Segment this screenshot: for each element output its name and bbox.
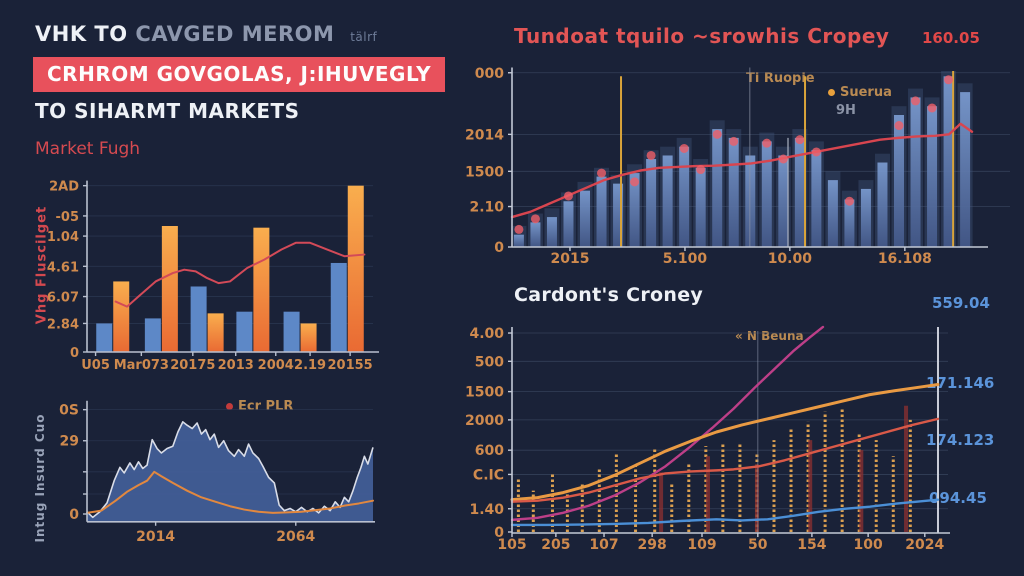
- annotation-ruopie: Ti Ruopie: [746, 71, 815, 86]
- svg-text:600: 600: [475, 443, 504, 459]
- svg-text:107: 107: [589, 537, 618, 553]
- value-label-blue: 094.45: [929, 489, 987, 507]
- svg-text:2064: 2064: [276, 529, 315, 545]
- area-trend-chart: 0S 29 0 2014 2064: [59, 400, 375, 545]
- page-title-tag: tälrf: [350, 30, 378, 44]
- svg-text:109: 109: [687, 537, 716, 553]
- svg-text:2013: 2013: [218, 358, 254, 373]
- area-chart-legend: Ecr PLR: [226, 399, 293, 414]
- svg-text:1.40: 1.40: [469, 502, 504, 518]
- svg-text:4.00: 4.00: [469, 326, 504, 342]
- svg-text:2004: 2004: [258, 358, 294, 373]
- growth-chart-value: 160.05: [922, 29, 980, 47]
- svg-text:0: 0: [70, 346, 79, 361]
- svg-text:C.IC: C.IC: [473, 467, 504, 483]
- svg-text:2000: 2000: [465, 413, 504, 429]
- svg-text:298: 298: [638, 537, 667, 553]
- svg-text:20155: 20155: [328, 358, 373, 373]
- svg-text:4.61: 4.61: [47, 260, 79, 275]
- svg-text:10.00: 10.00: [768, 251, 813, 267]
- value-label-red: 174.123: [926, 431, 995, 449]
- svg-text:Mar073: Mar073: [114, 358, 169, 373]
- svg-text:20175: 20175: [170, 358, 215, 373]
- annotation-suerua: Suerua: [828, 85, 892, 100]
- page-title-strong: VHK TO: [35, 22, 128, 46]
- svg-text:2.19: 2.19: [294, 358, 326, 373]
- legend-marker-icon: [226, 403, 233, 410]
- growth-chart-title: Tundoat tquilo ~srowhis Cropey: [514, 24, 890, 48]
- svg-text:1.04: 1.04: [47, 230, 79, 245]
- svg-text:0: 0: [494, 525, 504, 541]
- headline-subtitle: TO SIHARMT MARKETS: [35, 99, 300, 123]
- croney-chart-legend: « N Beuna: [735, 329, 804, 343]
- svg-text:0S: 0S: [59, 403, 79, 419]
- svg-text:2AD: 2AD: [49, 180, 79, 195]
- svg-text:50: 50: [748, 537, 768, 553]
- svg-text:2014: 2014: [136, 529, 175, 545]
- area-chart-legend-label: Ecr PLR: [238, 399, 294, 414]
- svg-text:205: 205: [541, 537, 570, 553]
- svg-text:1500: 1500: [465, 164, 504, 180]
- svg-text:29: 29: [60, 434, 79, 450]
- croney-legend-label: « N Beuna: [735, 329, 804, 343]
- svg-text:2014: 2014: [465, 127, 504, 143]
- croney-chart-title: Cardont's Croney: [514, 284, 704, 306]
- svg-text:0: 0: [494, 240, 504, 256]
- svg-text:2.10: 2.10: [469, 200, 504, 216]
- svg-text:5.100: 5.100: [663, 251, 708, 267]
- annotation-suerua-label: Suerua: [840, 85, 892, 100]
- svg-text:2.84: 2.84: [47, 317, 79, 332]
- svg-text:2015: 2015: [550, 251, 589, 267]
- svg-text:1500: 1500: [465, 385, 504, 401]
- svg-text:154: 154: [797, 537, 826, 553]
- svg-text:500: 500: [475, 354, 504, 370]
- svg-text:105: 105: [497, 537, 526, 553]
- svg-text:6.07: 6.07: [47, 291, 79, 306]
- page-title: VHK TO CAVGED MEROM tälrf: [35, 22, 377, 46]
- svg-text:-05: -05: [56, 210, 80, 225]
- headline-banner: CRHROM GOVGOLAS, J:IHUVEGLY: [33, 57, 446, 92]
- svg-text:U05: U05: [81, 358, 110, 373]
- svg-text:16.108: 16.108: [878, 251, 932, 267]
- value-label-top: 559.04: [932, 294, 990, 312]
- svg-text:000: 000: [475, 66, 504, 82]
- value-label-orange: 171.146: [926, 374, 995, 392]
- suerua-marker-icon: [828, 89, 835, 96]
- svg-text:2024: 2024: [905, 537, 944, 553]
- svg-text:100: 100: [854, 537, 883, 553]
- annotation-9h: 9H: [836, 103, 856, 118]
- growth-bar-chart: 000 2014 1500 2.10 0 2015 5.100 10.00 16.108: [465, 66, 1010, 267]
- section-label: Market Fugh: [35, 139, 141, 159]
- page-title-muted: CAVGED MEROM: [135, 22, 335, 46]
- svg-text:0: 0: [69, 507, 79, 523]
